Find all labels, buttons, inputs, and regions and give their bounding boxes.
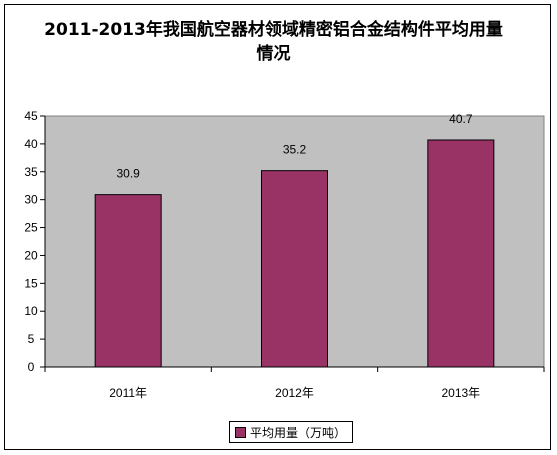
legend: 平均用量（万吨） (229, 421, 354, 443)
y-tick-label: 5 (28, 332, 35, 346)
chart-title: 2011-2013年我国航空器材领域精密铝合金结构件平均用量 情况 (20, 18, 527, 66)
legend-swatch (235, 426, 246, 438)
x-tick-label: 2012年 (275, 386, 314, 400)
y-tick-label: 10 (24, 304, 38, 318)
y-tick-label: 15 (24, 276, 38, 290)
chart-title-line-1: 2011-2013年我国航空器材领域精密铝合金结构件平均用量 (44, 20, 503, 40)
data-label: 30.9 (116, 167, 140, 181)
y-tick-label: 30 (24, 193, 38, 207)
legend-label: 平均用量（万吨） (250, 425, 347, 440)
data-label: 35.2 (283, 143, 307, 157)
x-tick-label: 2013年 (441, 386, 480, 400)
y-tick-label: 35 (24, 165, 38, 179)
y-tick-label: 45 (24, 109, 38, 123)
bar (94, 194, 162, 368)
y-tick-label: 20 (24, 248, 38, 262)
x-tick-label: 2011年 (109, 386, 147, 400)
bar (427, 139, 495, 368)
data-label: 40.7 (449, 112, 473, 126)
y-tick-label: 0 (28, 360, 35, 374)
bar (261, 170, 328, 368)
y-tick-label: 25 (24, 221, 38, 235)
y-tick-label: 40 (24, 137, 38, 151)
chart-title-line-2: 情况 (256, 44, 291, 64)
